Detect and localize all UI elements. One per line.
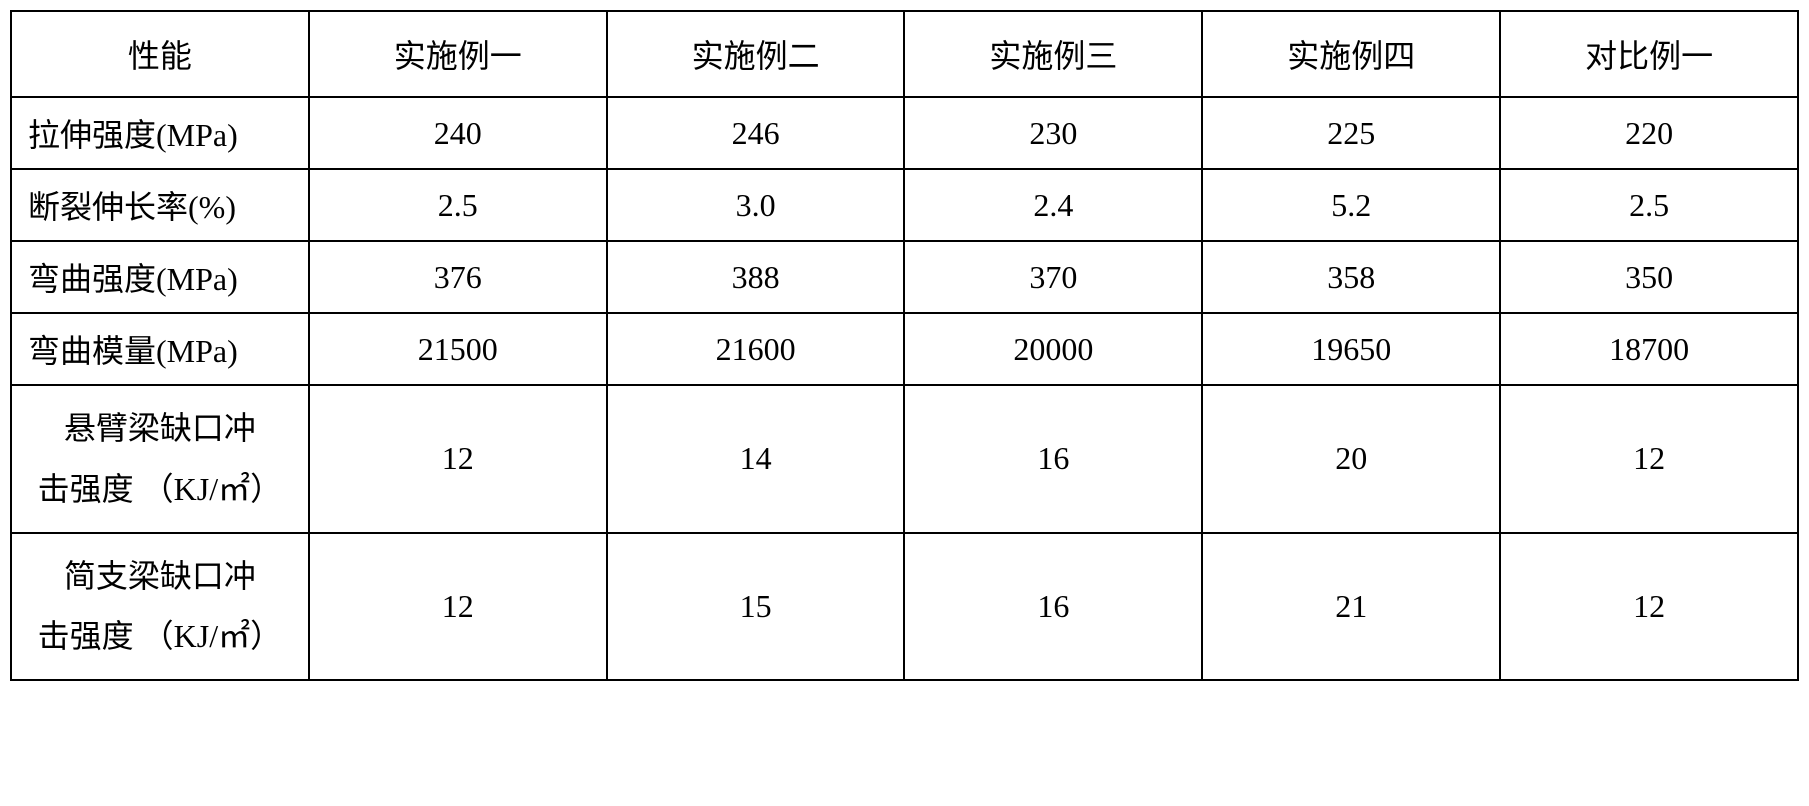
properties-table: 性能 实施例一 实施例二 实施例三 实施例四 对比例一 拉伸强度(MPa) 24… [10,10,1799,681]
cell-value: 19650 [1202,313,1500,385]
row-label: 简支梁缺口冲 击强度 （KJ/㎡） [11,533,309,681]
cell-value: 21600 [607,313,905,385]
cell-value: 225 [1202,97,1500,169]
col-header-example2: 实施例二 [607,11,905,97]
table-row: 弯曲模量(MPa) 21500 21600 20000 19650 18700 [11,313,1798,385]
row-label-line2: 击强度 （KJ/㎡） [38,618,282,654]
cell-value: 230 [904,97,1202,169]
cell-value: 5.2 [1202,169,1500,241]
table-row: 悬臂梁缺口冲 击强度 （KJ/㎡） 12 14 16 20 12 [11,385,1798,533]
cell-value: 2.5 [309,169,607,241]
col-header-example4: 实施例四 [1202,11,1500,97]
cell-value: 358 [1202,241,1500,313]
table-row: 断裂伸长率(%) 2.5 3.0 2.4 5.2 2.5 [11,169,1798,241]
table-row: 弯曲强度(MPa) 376 388 370 358 350 [11,241,1798,313]
row-label: 拉伸强度(MPa) [11,97,309,169]
row-label: 断裂伸长率(%) [11,169,309,241]
col-header-property: 性能 [11,11,309,97]
cell-value: 14 [607,385,905,533]
row-label: 悬臂梁缺口冲 击强度 （KJ/㎡） [11,385,309,533]
cell-value: 21 [1202,533,1500,681]
cell-value: 18700 [1500,313,1798,385]
cell-value: 376 [309,241,607,313]
cell-value: 2.5 [1500,169,1798,241]
cell-value: 388 [607,241,905,313]
row-label-line1: 悬臂梁缺口冲 [64,410,256,446]
cell-value: 21500 [309,313,607,385]
cell-value: 370 [904,241,1202,313]
table-header-row: 性能 实施例一 实施例二 实施例三 实施例四 对比例一 [11,11,1798,97]
cell-value: 16 [904,385,1202,533]
cell-value: 240 [309,97,607,169]
cell-value: 12 [309,533,607,681]
cell-value: 350 [1500,241,1798,313]
cell-value: 3.0 [607,169,905,241]
cell-value: 12 [309,385,607,533]
cell-value: 12 [1500,533,1798,681]
row-label-line2: 击强度 （KJ/㎡） [38,471,282,507]
col-header-example1: 实施例一 [309,11,607,97]
cell-value: 20 [1202,385,1500,533]
cell-value: 16 [904,533,1202,681]
col-header-comparison1: 对比例一 [1500,11,1798,97]
col-header-example3: 实施例三 [904,11,1202,97]
row-label-line1: 简支梁缺口冲 [64,558,256,594]
row-label: 弯曲强度(MPa) [11,241,309,313]
table-body: 拉伸强度(MPa) 240 246 230 225 220 断裂伸长率(%) 2… [11,97,1798,680]
cell-value: 2.4 [904,169,1202,241]
row-label: 弯曲模量(MPa) [11,313,309,385]
cell-value: 246 [607,97,905,169]
table-row: 拉伸强度(MPa) 240 246 230 225 220 [11,97,1798,169]
table-row: 简支梁缺口冲 击强度 （KJ/㎡） 12 15 16 21 12 [11,533,1798,681]
cell-value: 15 [607,533,905,681]
cell-value: 220 [1500,97,1798,169]
cell-value: 20000 [904,313,1202,385]
cell-value: 12 [1500,385,1798,533]
